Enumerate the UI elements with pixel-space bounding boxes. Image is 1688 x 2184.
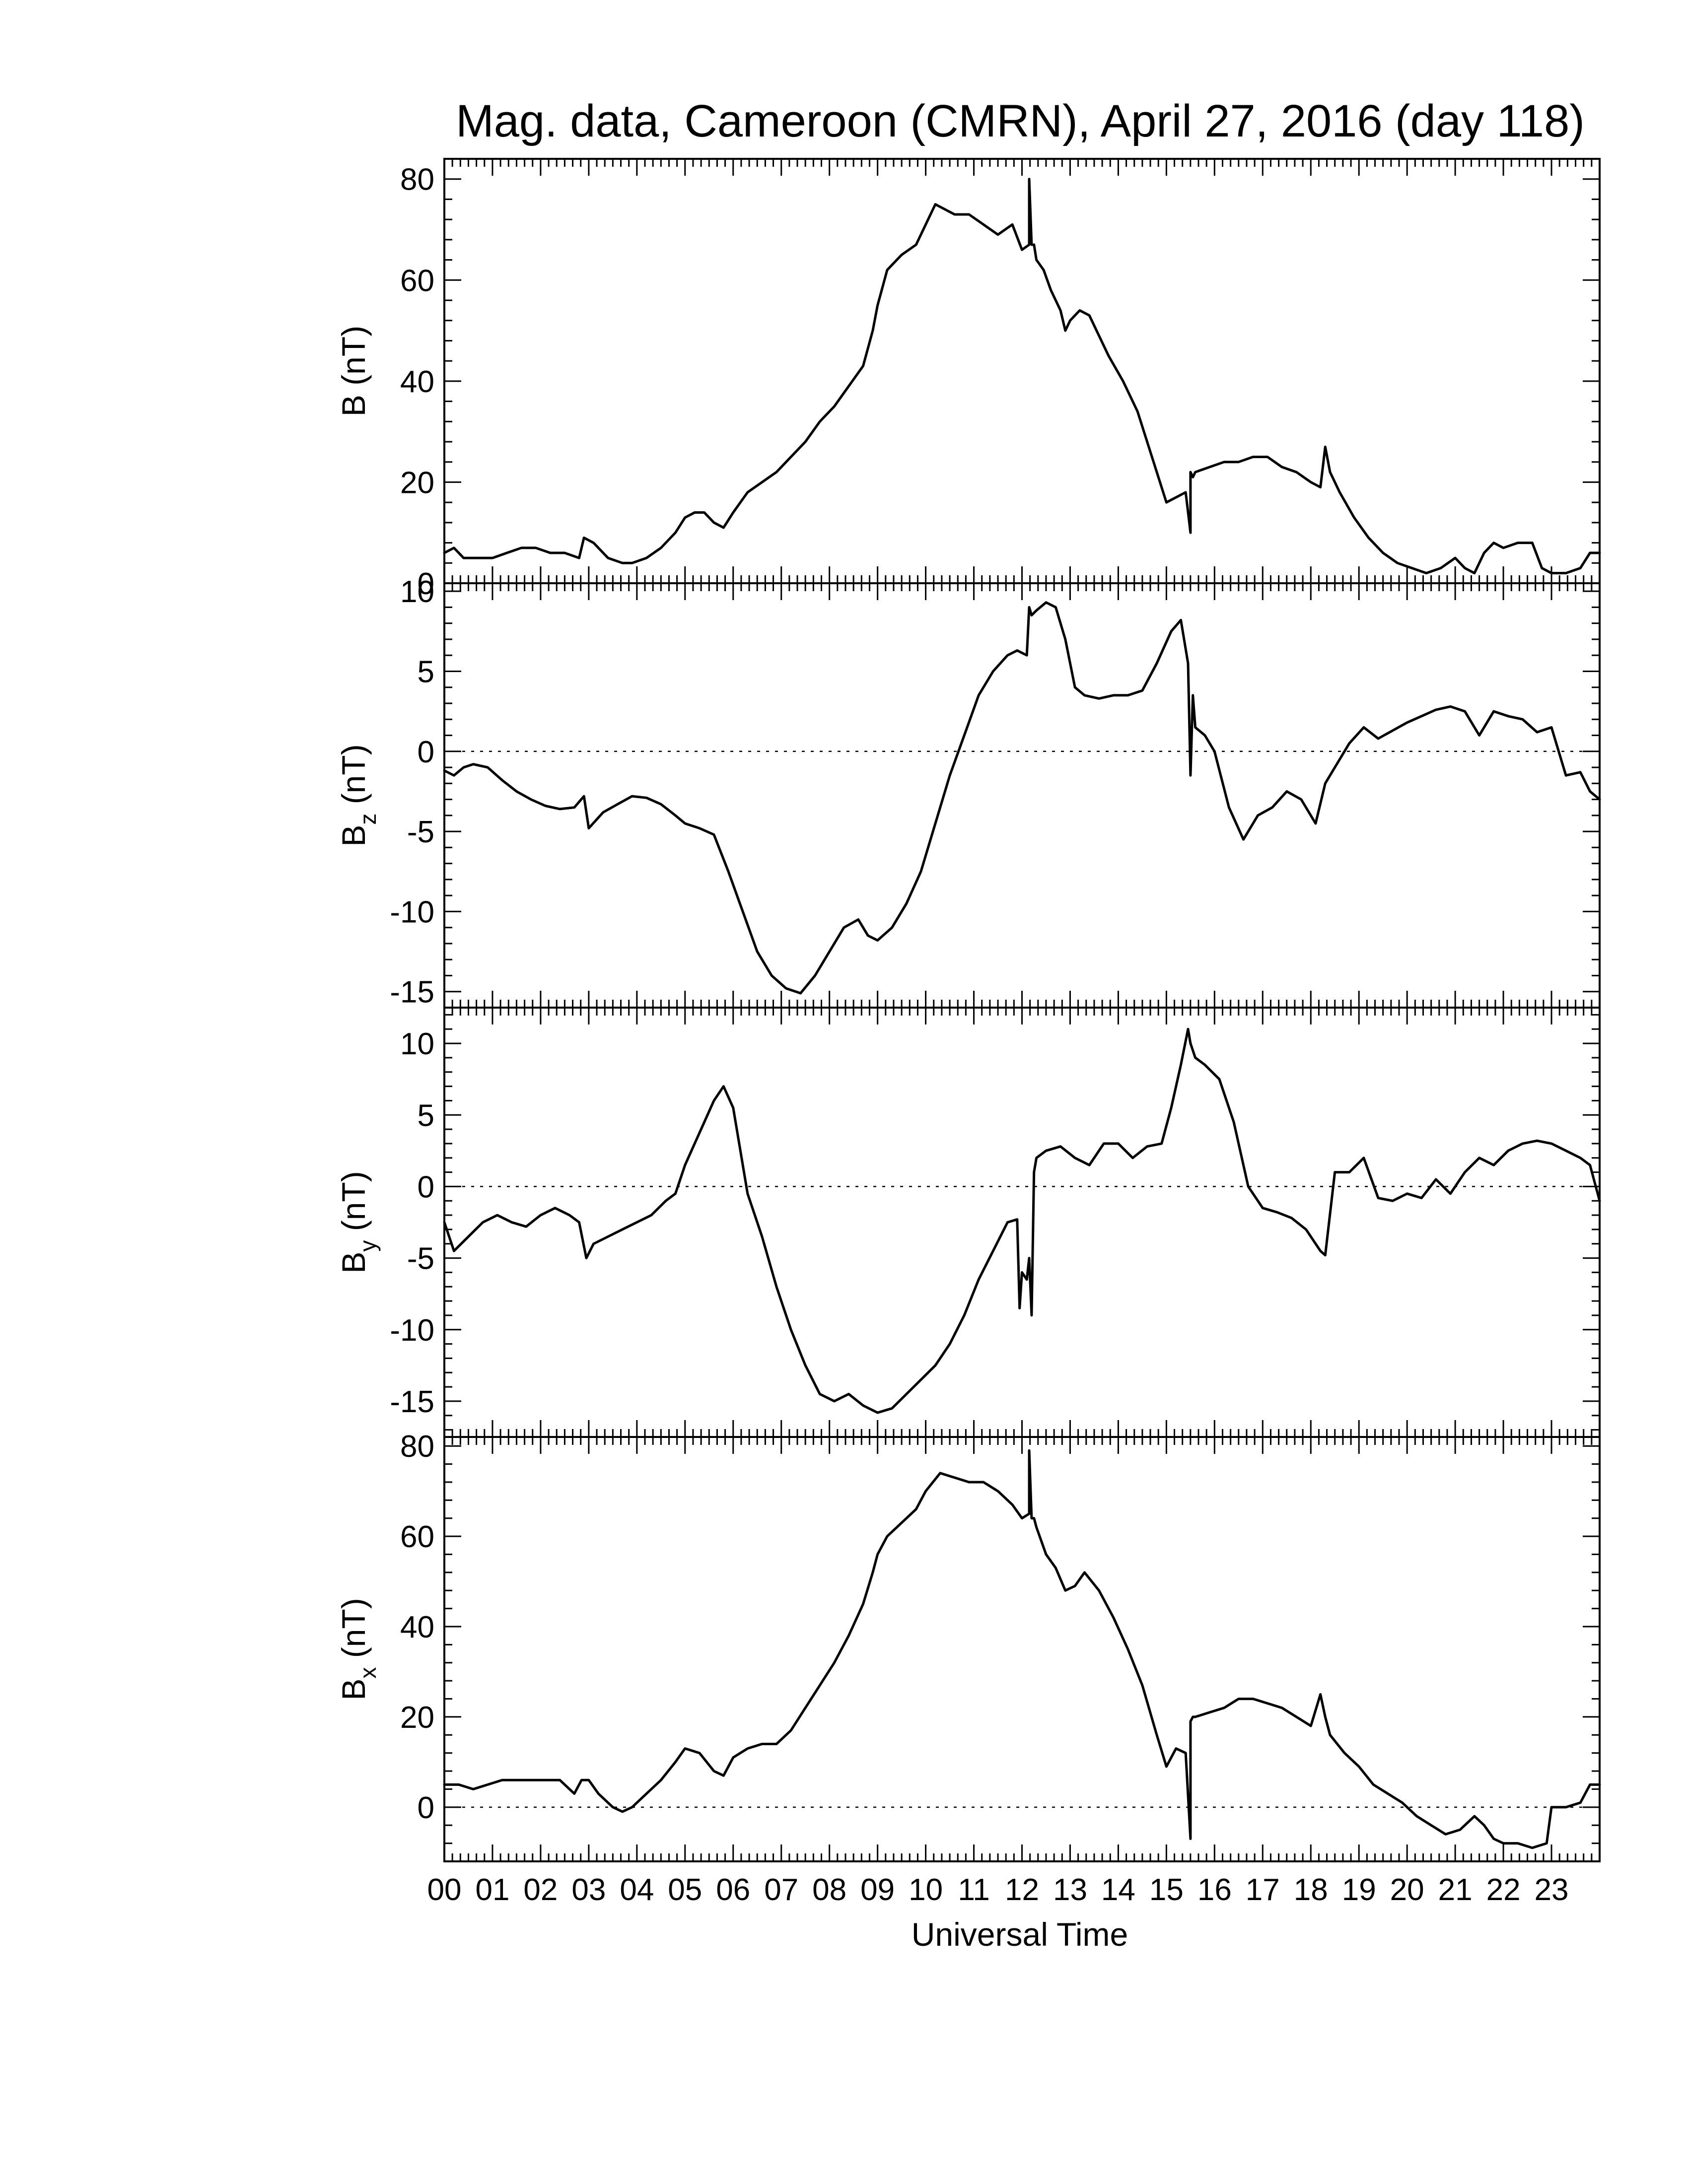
series-line-by — [443, 1027, 1601, 1414]
x-tick-label: 13 — [1053, 1873, 1087, 1907]
series-line-bx — [443, 1449, 1601, 1849]
x-tick-label: 01 — [475, 1873, 509, 1907]
y-tick-label: -10 — [390, 1313, 434, 1348]
panel-frame — [443, 1436, 1601, 1862]
y-tick-label: 60 — [400, 1520, 434, 1554]
x-tick-label: 14 — [1101, 1873, 1135, 1907]
y-tick-label: 60 — [400, 264, 434, 298]
panel-b: 0 20 40 60 80 B (nT) — [335, 158, 1601, 601]
y-axis-title: By (nT) — [335, 1171, 381, 1273]
y-tick-label: -10 — [390, 895, 434, 929]
x-tick-label: 20 — [1390, 1873, 1424, 1907]
x-tick-label: 17 — [1246, 1873, 1280, 1907]
y-tick-label: -15 — [390, 1385, 434, 1419]
x-tick-label: 04 — [620, 1873, 654, 1907]
chart-title: Mag. data, Cameroon (CMRN), April 27, 20… — [456, 96, 1585, 146]
series-line-b — [443, 178, 1601, 575]
panel-frame — [443, 1007, 1601, 1438]
y-tick-label: -15 — [390, 975, 434, 1010]
y-tick-label: 80 — [400, 163, 434, 197]
x-tick-label: 06 — [716, 1873, 750, 1907]
x-tick-label: 05 — [668, 1873, 702, 1907]
y-tick-label: 0 — [418, 735, 434, 769]
x-axis-title: Universal Time — [912, 1916, 1128, 1953]
x-tick-label: 00 — [427, 1873, 462, 1907]
panel-frame — [443, 158, 1601, 584]
y-tick-label: 0 — [418, 1170, 434, 1204]
x-tick-label: 12 — [1005, 1873, 1039, 1907]
y-tick-label: -5 — [407, 1242, 434, 1276]
y-tick-label: 20 — [400, 466, 434, 500]
y-tick-label: 5 — [418, 1098, 434, 1133]
x-tick-label: 11 — [958, 1873, 989, 1907]
x-tick-label: 19 — [1342, 1873, 1376, 1907]
y-tick-label: -5 — [407, 815, 434, 849]
panel-bx: 0 20 40 60 80 Bx (nT) 00 01 02 03 04 05 06 07 08 09 10 11… — [335, 1430, 1601, 1907]
x-tick-label: 21 — [1438, 1873, 1473, 1907]
x-tick-label: 18 — [1294, 1873, 1328, 1907]
y-axis-title: B (nT) — [335, 326, 372, 416]
panel-frame — [443, 582, 1601, 1009]
x-tick-label: 09 — [860, 1873, 895, 1907]
y-axis-title: Bz (nT) — [335, 744, 381, 846]
x-tick-label: 03 — [571, 1873, 606, 1907]
y-tick-label: 0 — [418, 567, 434, 601]
x-tick-label: 23 — [1535, 1873, 1569, 1907]
x-tick-label: 16 — [1197, 1873, 1232, 1907]
y-tick-label: 40 — [400, 365, 434, 399]
x-tick-label: 10 — [909, 1873, 943, 1907]
panel-by: -15 -10 -5 0 5 10 By (nT) — [335, 1007, 1601, 1438]
y-axis-title: Bx (nT) — [335, 1598, 381, 1700]
x-tick-label: 08 — [812, 1873, 846, 1907]
y-tick-label: 80 — [400, 1430, 434, 1464]
y-tick-label: 10 — [400, 575, 434, 609]
x-tick-label: 02 — [523, 1873, 558, 1907]
y-tick-label: 20 — [400, 1701, 434, 1735]
y-tick-label: 0 — [418, 1791, 434, 1825]
x-tick-label: 15 — [1149, 1873, 1184, 1907]
series-line-bz — [443, 601, 1601, 995]
y-tick-label: 40 — [400, 1610, 434, 1644]
x-tick-label: 07 — [764, 1873, 798, 1907]
y-tick-label: 10 — [400, 1027, 434, 1061]
y-tick-label: 5 — [418, 655, 434, 689]
panel-bz: -15 -10 -5 0 5 10 Bz (nT) — [335, 575, 1601, 1010]
x-tick-label: 22 — [1486, 1873, 1521, 1907]
